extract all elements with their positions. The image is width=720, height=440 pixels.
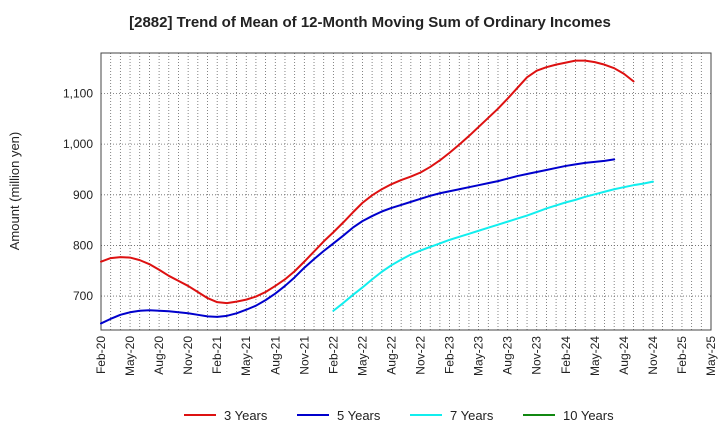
y-axis-label: Amount (million yen) (7, 132, 22, 251)
x-tick-label: Aug-23 (501, 336, 515, 375)
series-lines (100, 59, 654, 325)
y-tick-label: 800 (73, 238, 93, 252)
x-tick-label: May-21 (239, 336, 253, 376)
x-tick-label: May-23 (472, 336, 486, 376)
y-axis-tick-labels: 700 800 900 1,000 1,100 (63, 87, 93, 304)
y-tick-label: 1,100 (63, 87, 93, 101)
legend-label-7-years: 7 Years (450, 408, 494, 423)
x-tick-label: May-24 (588, 336, 602, 376)
x-tick-label: Feb-22 (326, 336, 340, 374)
plot-frame (100, 52, 712, 331)
x-tick-label: Feb-20 (94, 336, 108, 374)
x-tick-label: Aug-22 (384, 336, 398, 375)
legend: 3 Years 5 Years 7 Years 10 Years (184, 408, 614, 423)
legend-label-5-years: 5 Years (337, 408, 381, 423)
x-tick-label: Nov-23 (530, 336, 544, 375)
legend-label-10-years: 10 Years (563, 408, 614, 423)
x-tick-label: Nov-24 (646, 336, 660, 375)
x-tick-label: Feb-21 (210, 336, 224, 374)
x-tick-label: May-25 (704, 336, 718, 376)
x-tick-label: Feb-25 (675, 336, 689, 374)
x-tick-label: Aug-24 (617, 336, 631, 375)
x-tick-label: Aug-20 (152, 336, 166, 375)
y-tick-label: 700 (73, 289, 93, 303)
series-line-7-years (332, 180, 654, 312)
chart-title: [2882] Trend of Mean of 12-Month Moving … (129, 14, 611, 31)
series-line-5-years (100, 158, 616, 325)
y-tick-label: 900 (73, 188, 93, 202)
x-tick-label: Nov-20 (181, 336, 195, 375)
legend-label-3-years: 3 Years (224, 408, 268, 423)
x-tick-label: Nov-21 (297, 336, 311, 375)
x-tick-label: Aug-21 (268, 336, 282, 375)
series-line-3-years (100, 59, 635, 305)
y-tick-label: 1,000 (63, 137, 93, 151)
x-tick-label: Nov-22 (414, 336, 428, 375)
x-tick-label: Feb-24 (559, 336, 573, 374)
x-tick-label: May-20 (123, 336, 137, 376)
x-axis-tick-labels: Feb-20 May-20 Aug-20 Nov-20 Feb-21 May-21 Aug-… (94, 336, 718, 376)
x-tick-label: Feb-23 (443, 336, 457, 374)
x-tick-label: May-22 (355, 336, 369, 376)
